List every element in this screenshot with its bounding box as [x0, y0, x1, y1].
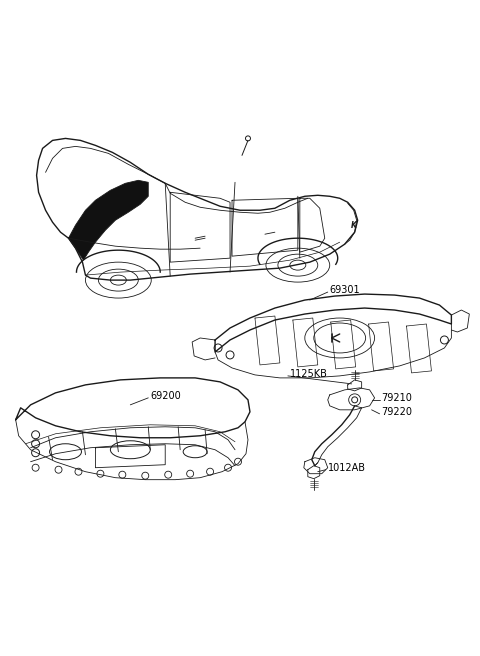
Text: 1012AB: 1012AB [328, 462, 366, 473]
Text: K: K [351, 220, 357, 230]
Text: 1125KB: 1125KB [290, 369, 328, 379]
Polygon shape [69, 180, 148, 260]
Text: 69200: 69200 [150, 391, 181, 401]
Text: 69301: 69301 [330, 285, 360, 295]
Text: 79220: 79220 [382, 407, 413, 417]
Text: 79210: 79210 [382, 393, 412, 403]
